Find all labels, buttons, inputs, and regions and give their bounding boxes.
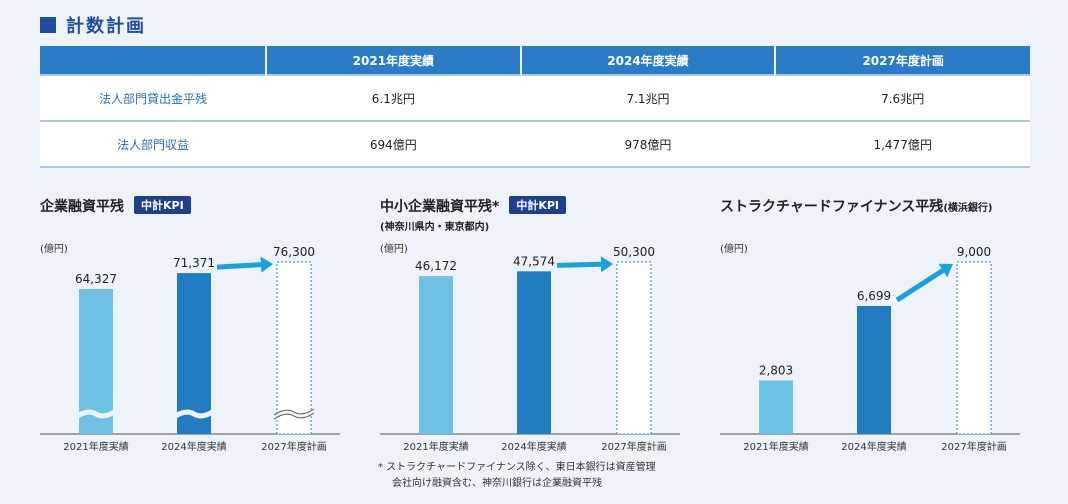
footnote-line: 会社向け融資含む、神奈川銀行は企業融資平残 <box>392 478 602 489</box>
footnote-line: * ストラクチャードファイナンス除く、東日本銀行は資産管理 <box>378 462 656 473</box>
chart-title: 企業融資平残 <box>40 199 124 215</box>
table-row: 法人部門収益 694億円 978億円 1,477億円 <box>40 120 1030 168</box>
chart-subtitle: (神奈川県内・東京都内) <box>380 222 490 233</box>
tick-label: 2024年度実績 <box>841 440 906 453</box>
arrow-head <box>938 263 953 278</box>
table-cell: 7.1兆円 <box>520 74 776 121</box>
kpi-badge: 中計KPI <box>509 196 567 214</box>
axis-break-mark <box>172 408 216 420</box>
row-label: 法人部門貸出金平残 <box>40 74 266 121</box>
data-label: 46,172 <box>415 259 457 273</box>
data-label: 47,574 <box>513 254 555 268</box>
axis-break-mark <box>74 408 118 420</box>
tick-label: 2027年度計画 <box>941 440 1006 453</box>
chart-title-suffix: (横浜銀行) <box>943 203 993 214</box>
data-label: 50,300 <box>613 245 655 259</box>
tick-label: 2021年度実績 <box>63 440 128 453</box>
tick-label: 2024年度実績 <box>501 440 566 453</box>
chart-svg: 46,172 2021年度実績 47,574 2024年度実績 50,300 2027年度… <box>380 245 680 453</box>
chart-title-row: 企業融資平残 中計KPI <box>40 196 191 216</box>
table-cell: 7.6兆円 <box>775 74 1030 121</box>
table-header-corner <box>40 46 266 75</box>
chart-title-row: ストラクチャードファイナンス平残(横浜銀行) <box>720 196 992 216</box>
chart-title: 中小企業融資平残* <box>380 199 500 215</box>
bar <box>517 271 551 434</box>
data-label: 9,000 <box>957 245 991 259</box>
axis-break-mark <box>272 408 316 420</box>
growth-arrow <box>556 261 602 268</box>
data-label: 71,371 <box>173 256 215 270</box>
section-header: 計数計画 <box>40 12 146 38</box>
tick-label: 2027年度計画 <box>601 440 666 453</box>
table-row: 法人部門貸出金平残 6.1兆円 7.1兆円 7.6兆円 <box>40 74 1030 121</box>
bar-plan <box>956 261 992 435</box>
chart-svg: 2,803 2021年度実績 6,699 2024年度実績 9,000 2027年度計画 <box>720 245 1020 453</box>
growth-arrow <box>895 268 945 303</box>
data-label: 64,327 <box>75 272 117 286</box>
chart-corporate-loans: 64,327 2021年度実績 71,371 2024年度実績 76,300 2027年度… <box>40 196 360 496</box>
data-label: 76,300 <box>273 245 315 259</box>
table-header: 2027年度計画 <box>774 46 1030 75</box>
tick-label: 2021年度実績 <box>743 440 808 453</box>
kpi-badge: 中計KPI <box>134 196 191 214</box>
table-cell: 1,477億円 <box>775 120 1030 168</box>
bar <box>79 288 113 434</box>
table-header: 2024年度実績 <box>519 46 776 75</box>
table-header: 2021年度実績 <box>265 46 521 75</box>
table-header-row: 2021年度実績 2024年度実績 2027年度計画 <box>40 46 1030 75</box>
growth-arrow <box>216 262 262 270</box>
bar-plan <box>276 261 312 435</box>
chart-unit: (億円) <box>380 244 408 255</box>
table-cell: 6.1兆円 <box>266 74 521 121</box>
footnote: * ストラクチャードファイナンス除く、東日本銀行は資産管理 会社向け融資含む、神… <box>378 460 656 492</box>
chart-svg: 64,327 2021年度実績 71,371 2024年度実績 76,300 2027年度… <box>40 245 340 453</box>
bar-plan <box>616 261 652 435</box>
chart-title-row: 中小企業融資平残* 中計KPI <box>380 196 567 216</box>
chart-unit: (億円) <box>720 244 748 255</box>
bar <box>759 380 793 434</box>
section-title: 計数計画 <box>66 16 146 37</box>
table-cell: 978億円 <box>520 120 776 168</box>
section-square-icon <box>40 17 56 33</box>
tick-label: 2027年度計画 <box>261 440 326 453</box>
bar <box>857 305 891 434</box>
tick-label: 2024年度実績 <box>161 440 226 453</box>
tick-label: 2021年度実績 <box>403 440 468 453</box>
row-label: 法人部門収益 <box>40 120 266 168</box>
chart-unit: (億円) <box>40 244 68 255</box>
axis-break-mark <box>273 408 315 416</box>
chart-structured-finance: 2,803 2021年度実績 6,699 2024年度実績 9,000 2027年度計画 … <box>720 196 1040 496</box>
bar <box>177 273 211 434</box>
arrow-head <box>600 256 613 273</box>
data-label: 6,699 <box>857 289 891 303</box>
table-cell: 694億円 <box>266 120 521 168</box>
bar <box>419 276 453 434</box>
chart-title: ストラクチャードファイナンス平残 <box>720 199 944 215</box>
data-label: 2,803 <box>759 363 793 377</box>
arrow-head <box>260 256 273 273</box>
chart-sme-loans: 46,172 2021年度実績 47,574 2024年度実績 50,300 2027年度… <box>380 196 700 496</box>
plan-table: 2021年度実績 2024年度実績 2027年度計画 法人部門貸出金平残 6.1… <box>40 46 1030 168</box>
axis-break-mark <box>273 412 315 420</box>
